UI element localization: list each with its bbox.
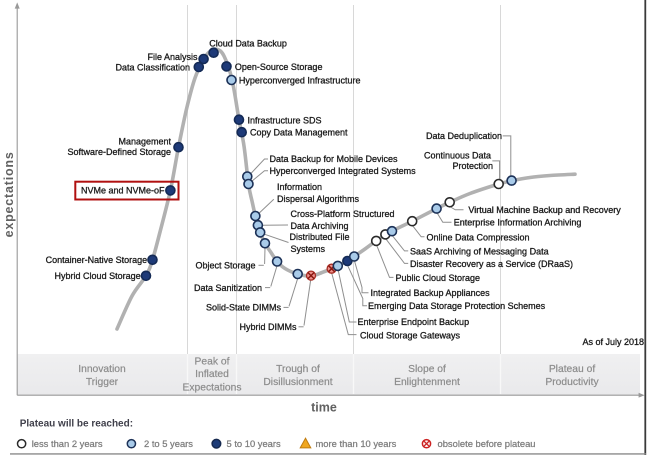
svg-text:Open-Source Storage: Open-Source Storage bbox=[235, 62, 323, 72]
svg-text:Distributed File: Distributed File bbox=[290, 232, 350, 242]
svg-text:Plateau of: Plateau of bbox=[549, 364, 596, 375]
svg-text:Expectations: Expectations bbox=[183, 382, 242, 393]
svg-text:Protection: Protection bbox=[452, 161, 493, 171]
svg-text:Hyperconverged Infrastructure: Hyperconverged Infrastructure bbox=[239, 76, 361, 86]
svg-text:Data Deduplication: Data Deduplication bbox=[426, 131, 502, 141]
svg-text:time: time bbox=[311, 401, 337, 415]
svg-text:Online Data Compression: Online Data Compression bbox=[427, 232, 530, 242]
svg-text:Hybrid DIMMs: Hybrid DIMMs bbox=[239, 322, 297, 332]
svg-text:Plateau will be reached:: Plateau will be reached: bbox=[20, 418, 133, 429]
svg-text:File Analysis: File Analysis bbox=[147, 52, 198, 62]
svg-text:Data Archiving: Data Archiving bbox=[291, 221, 349, 231]
svg-text:Innovation: Innovation bbox=[78, 364, 126, 375]
svg-text:Copy Data Management: Copy Data Management bbox=[250, 128, 348, 138]
svg-text:Data Backup for Mobile Devices: Data Backup for Mobile Devices bbox=[270, 154, 399, 164]
svg-text:Inflated: Inflated bbox=[195, 369, 229, 380]
svg-text:Public Cloud Storage: Public Cloud Storage bbox=[396, 273, 481, 283]
svg-text:Container-Native Storage: Container-Native Storage bbox=[46, 255, 148, 265]
svg-text:Integrated Backup Appliances: Integrated Backup Appliances bbox=[371, 288, 491, 298]
svg-text:Data Sanitization: Data Sanitization bbox=[194, 283, 262, 293]
svg-text:Cross-Platform Structured: Cross-Platform Structured bbox=[291, 209, 395, 219]
svg-text:SaaS Archiving of Messaging Da: SaaS Archiving of Messaging Data bbox=[410, 246, 549, 256]
svg-text:Productivity: Productivity bbox=[545, 377, 599, 388]
svg-text:Hyperconverged Integrated Syst: Hyperconverged Integrated Systems bbox=[270, 166, 417, 176]
svg-text:Cloud Data Backup: Cloud Data Backup bbox=[209, 39, 287, 49]
svg-text:Virtual Machine Backup and Rec: Virtual Machine Backup and Recovery bbox=[468, 205, 621, 215]
svg-text:Trough of: Trough of bbox=[276, 364, 320, 375]
svg-text:Data Classification: Data Classification bbox=[115, 62, 190, 72]
svg-text:As of July 2018: As of July 2018 bbox=[582, 337, 644, 347]
svg-text:expectations: expectations bbox=[2, 151, 16, 237]
svg-text:Enterprise Endpoint Backup: Enterprise Endpoint Backup bbox=[358, 317, 470, 327]
svg-text:Enlightenment: Enlightenment bbox=[394, 377, 460, 388]
svg-text:Systems: Systems bbox=[291, 244, 326, 254]
svg-text:Dispersal Algorithms: Dispersal Algorithms bbox=[277, 194, 360, 204]
svg-text:Slope of: Slope of bbox=[408, 364, 446, 375]
svg-text:Hybrid Cloud Storage: Hybrid Cloud Storage bbox=[55, 271, 141, 281]
svg-text:NVMe and NVMe-oF: NVMe and NVMe-oF bbox=[81, 185, 165, 195]
svg-text:Software-Defined Storage: Software-Defined Storage bbox=[67, 147, 171, 157]
svg-text:5 to 10 years: 5 to 10 years bbox=[227, 438, 282, 449]
svg-text:Infrastructure SDS: Infrastructure SDS bbox=[248, 115, 322, 125]
svg-text:Disillusionment: Disillusionment bbox=[263, 377, 332, 388]
svg-text:Trigger: Trigger bbox=[86, 377, 119, 388]
svg-text:Emerging Data Storage Protecti: Emerging Data Storage Protection Schemes bbox=[368, 301, 546, 311]
svg-text:Continuous Data: Continuous Data bbox=[424, 151, 491, 161]
svg-text:more than 10 years: more than 10 years bbox=[316, 438, 397, 449]
svg-text:Cloud Storage Gateways: Cloud Storage Gateways bbox=[360, 330, 461, 340]
svg-text:Solid-State DIMMs: Solid-State DIMMs bbox=[206, 303, 282, 313]
svg-text:Information: Information bbox=[277, 182, 322, 192]
svg-text:Enterprise Information Archivi: Enterprise Information Archiving bbox=[454, 218, 582, 228]
svg-text:Management: Management bbox=[118, 136, 171, 146]
svg-text:Peak of: Peak of bbox=[195, 356, 230, 367]
svg-text:2 to 5 years: 2 to 5 years bbox=[144, 438, 193, 449]
svg-text:less than 2 years: less than 2 years bbox=[32, 438, 103, 449]
svg-text:Disaster Recovery as a Service: Disaster Recovery as a Service (DRaaS) bbox=[410, 259, 573, 269]
svg-text:obsolete before plateau: obsolete before plateau bbox=[438, 438, 536, 449]
svg-text:Object Storage: Object Storage bbox=[195, 261, 255, 271]
